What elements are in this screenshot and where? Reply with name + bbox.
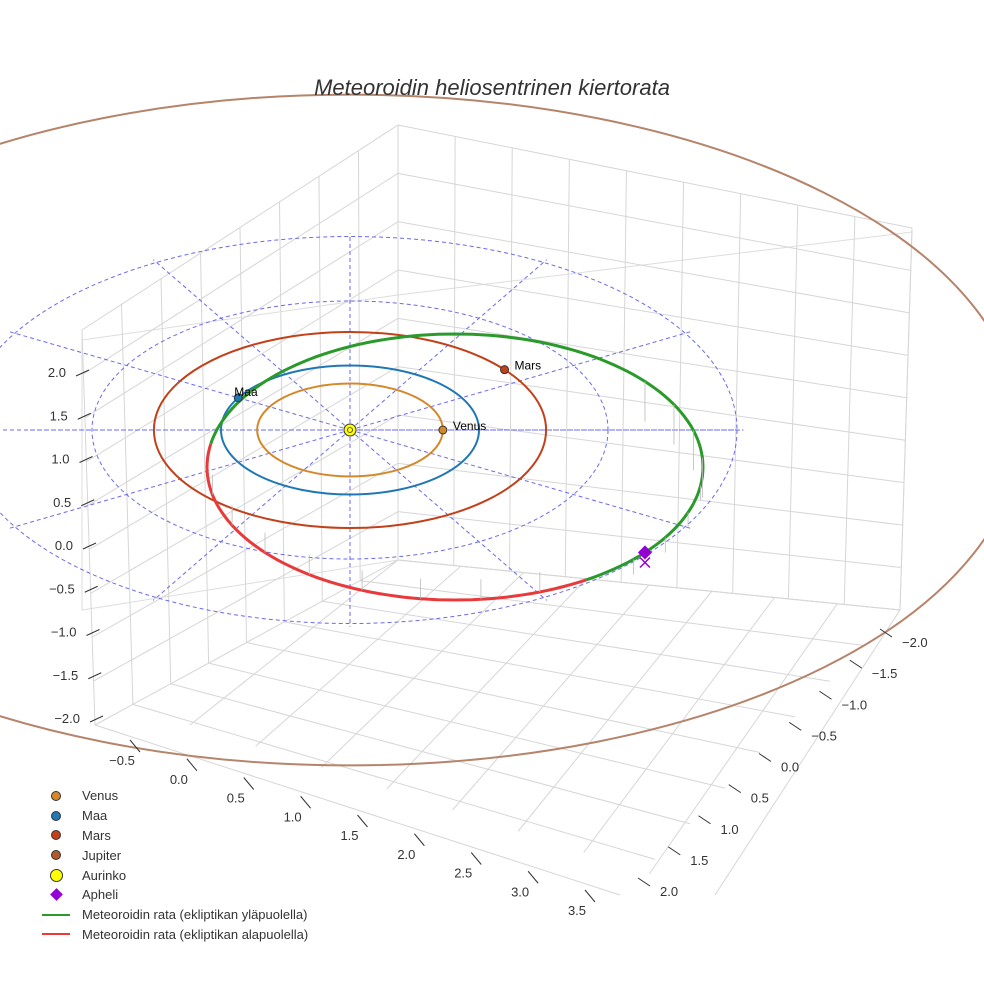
chart-title: Meteoroidin heliosentrinen kiertorata	[314, 75, 670, 100]
planet-orbits	[0, 93, 984, 767]
reference-circle-2	[91, 300, 609, 560]
y-tick-label: −1.5	[872, 666, 898, 681]
legend-item[interactable]: Jupiter	[36, 845, 308, 865]
grid-lines	[81, 124, 913, 896]
z-tick-label: −1.0	[51, 625, 77, 640]
radial-spoke	[152, 259, 351, 431]
z-tick-label: 2.0	[48, 365, 66, 380]
legend-symbol	[36, 907, 76, 923]
legend-symbol	[36, 847, 76, 863]
axis-ticks: −2.0 −1.5 −1.0 −0.5 0.0 0.5 1.0 1.5 2.0 −0.5 0.0 0.…	[48, 365, 928, 918]
x-tick-label: 2.5	[454, 866, 472, 881]
meteoroid-orbit	[205, 332, 705, 602]
z-tick-label: −0.5	[49, 581, 75, 596]
planet-label-maa: Maa	[234, 385, 258, 399]
legend-item[interactable]: Meteoroidin rata (ekliptikan alapuolella…	[36, 925, 308, 945]
legend-symbol	[36, 926, 76, 942]
planet-marker-mars	[500, 365, 510, 375]
x-tick-label: 3.5	[568, 903, 586, 918]
legend-label: Apheli	[82, 887, 119, 903]
x-tick-label: 1.5	[340, 828, 358, 843]
z-tick-label: 0.0	[55, 538, 73, 553]
y-tick-label: 2.0	[660, 884, 678, 899]
legend-symbol	[36, 867, 76, 883]
radial-spoke	[349, 259, 548, 431]
planet-label-venus: Venus	[453, 419, 486, 433]
z-tick-label: 0.5	[53, 495, 71, 510]
planet-label-mars: Mars	[515, 359, 542, 373]
z-tick-label: 1.0	[51, 452, 69, 467]
x-tick-label: 0.5	[227, 791, 245, 806]
legend-symbol	[36, 887, 76, 903]
x-tick-label: 1.0	[284, 809, 302, 824]
legend-label: Meteoroidin rata (ekliptikan yläpuolella…	[82, 907, 308, 923]
y-tick-label: 1.5	[690, 853, 708, 868]
x-tick-label: −0.5	[109, 753, 135, 768]
legend-item[interactable]: Maa	[36, 806, 308, 826]
aphelion-projection-marker	[639, 556, 651, 569]
planet-marker-maa	[233, 393, 243, 403]
y-tick-label: −0.5	[811, 728, 837, 743]
z-tick-label: −2.0	[54, 711, 80, 726]
legend-symbol	[36, 827, 76, 843]
legend-label: Jupiter	[82, 847, 122, 863]
legend-label: Mars	[82, 827, 111, 843]
legend-item[interactable]: Meteoroidin rata (ekliptikan yläpuolella…	[36, 905, 308, 925]
z-tick-label: 1.5	[50, 408, 68, 423]
x-tick-label: 2.0	[397, 847, 415, 862]
meteoroid-orbit-below	[205, 443, 587, 602]
orbit-maa	[220, 364, 480, 496]
legend-label: Venus	[82, 788, 119, 804]
legend-label: Meteoroidin rata (ekliptikan alapuolella…	[82, 926, 309, 942]
aphelion-marker	[637, 545, 653, 560]
legend: Venus Maa Mars Jupiter Aurinko Apheli Meteoroi…	[36, 786, 308, 944]
radial-spoke	[152, 429, 351, 601]
legend-item[interactable]: Mars	[36, 826, 308, 846]
legend-item[interactable]: Apheli	[36, 885, 308, 905]
legend-item[interactable]: Aurinko	[36, 865, 308, 885]
legend-item[interactable]: Venus	[36, 786, 308, 806]
legend-symbol	[36, 788, 76, 804]
x-tick-label: 0.0	[170, 772, 188, 787]
x-tick-label: 3.0	[511, 884, 529, 899]
y-tick-label: −2.0	[902, 635, 928, 650]
y-tick-label: 0.0	[781, 760, 799, 775]
markers: Venus Maa Mars	[233, 359, 653, 569]
orbit-jupiter	[0, 93, 984, 767]
y-tick-label: 1.0	[721, 822, 739, 837]
legend-label: Maa	[82, 808, 108, 824]
z-tick-label: −1.5	[53, 668, 79, 683]
y-tick-label: 0.5	[751, 791, 769, 806]
legend-symbol	[36, 808, 76, 824]
radial-spoke	[349, 429, 548, 601]
y-tick-label: −1.0	[842, 697, 868, 712]
planet-marker-venus	[438, 425, 448, 435]
sun-marker	[343, 423, 357, 437]
orbit-mars	[152, 330, 548, 530]
legend-label: Aurinko	[82, 867, 127, 883]
